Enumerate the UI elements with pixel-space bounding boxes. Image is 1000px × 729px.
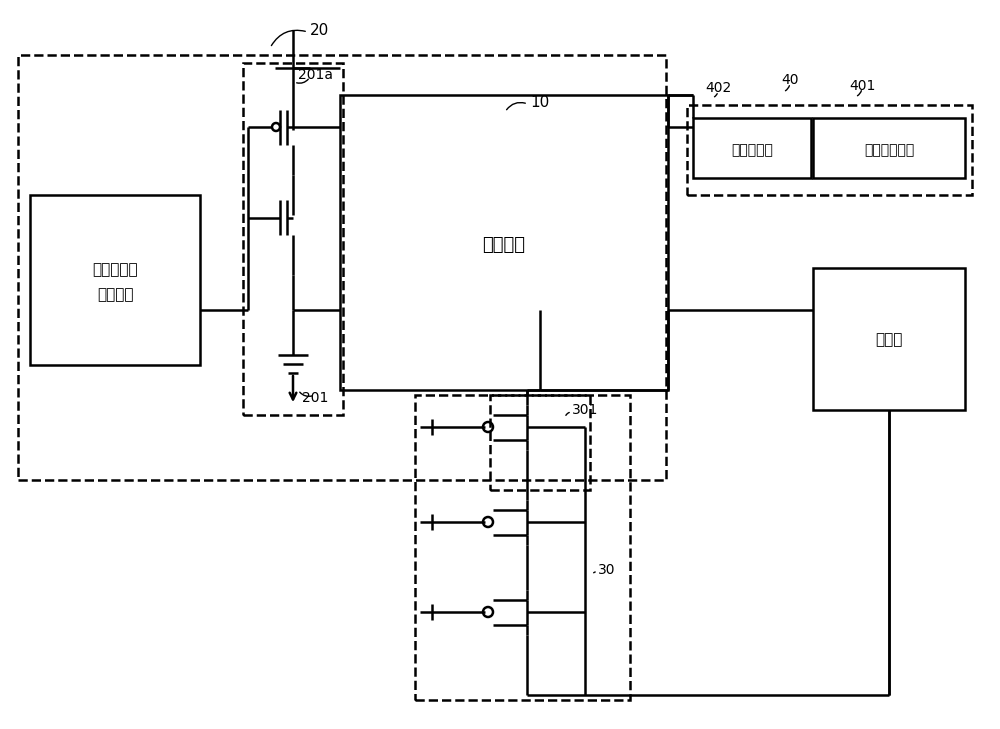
Text: 10: 10 — [530, 95, 549, 109]
Text: 组合电路与: 组合电路与 — [92, 262, 138, 278]
Bar — [813, 118, 965, 178]
Text: 30: 30 — [598, 563, 616, 577]
Text: 301: 301 — [572, 403, 598, 417]
Bar — [243, 63, 343, 415]
Bar — [693, 118, 811, 178]
Text: 存储阵列: 存储阵列 — [482, 236, 526, 254]
Text: 读电路: 读电路 — [875, 332, 903, 348]
Text: 201a: 201a — [298, 68, 333, 82]
Text: 201: 201 — [302, 391, 328, 405]
Bar — [18, 55, 666, 480]
Text: 401: 401 — [849, 79, 875, 93]
Text: 40: 40 — [781, 73, 799, 87]
Text: 20: 20 — [310, 23, 329, 37]
Bar — [415, 395, 630, 700]
Bar — [30, 195, 200, 365]
Text: 电平电路: 电平电路 — [97, 287, 133, 303]
Bar — [813, 268, 965, 410]
Text: 402: 402 — [705, 81, 731, 95]
Bar — [687, 105, 972, 195]
Bar — [340, 95, 668, 390]
Bar — [490, 395, 590, 490]
Text: 内建自测电路: 内建自测电路 — [864, 143, 914, 157]
Text: 电压生成器: 电压生成器 — [731, 143, 773, 157]
